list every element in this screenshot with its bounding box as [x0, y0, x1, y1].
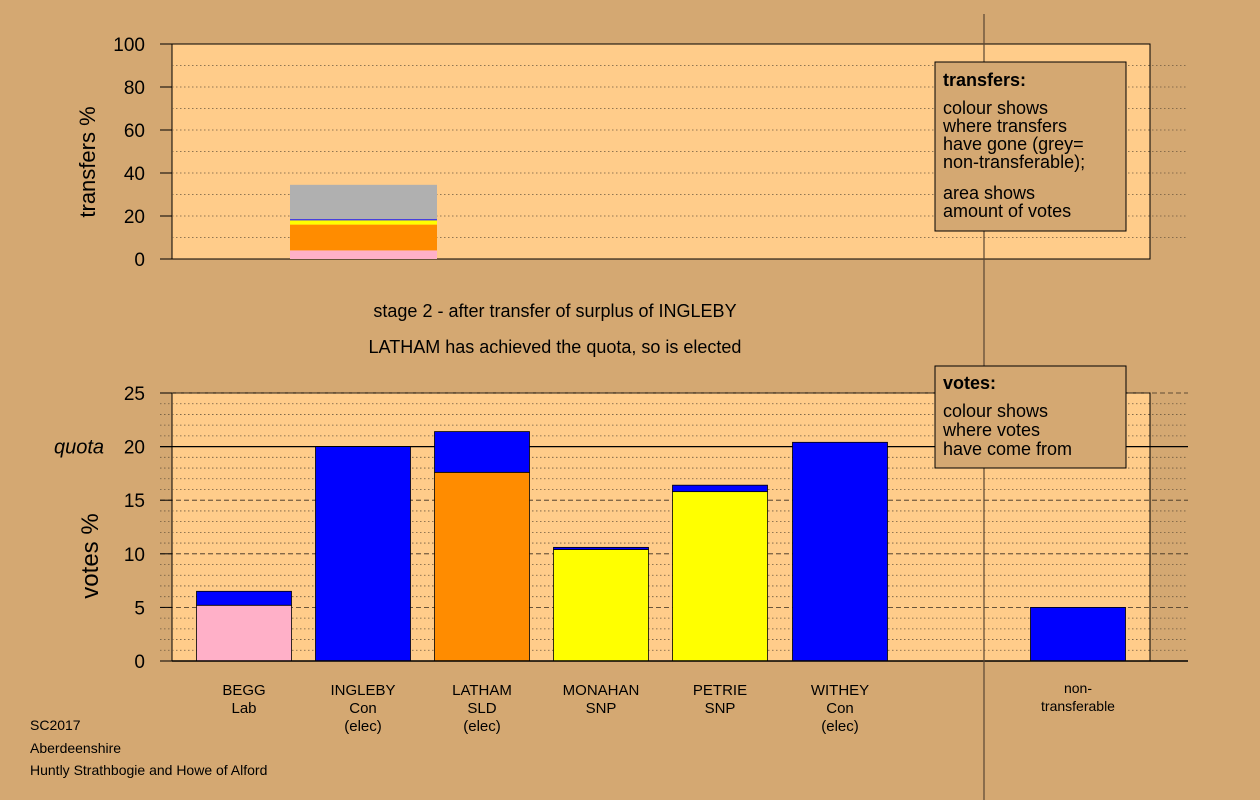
transfers-y-ticks: 0 20 40 60 80 100	[113, 35, 172, 271]
votes-tick-label: 0	[134, 652, 145, 673]
votes-y-ticks: 0 5 10 15 20 25	[124, 384, 172, 673]
candidate-label-line: MONAHAN	[563, 682, 640, 699]
transfers-note-box: transfers: colour shows where transfers …	[934, 61, 1127, 232]
candidate-label-line: INGLEBY	[330, 682, 395, 699]
stage-caption: stage 2 - after transfer of surplus of I…	[373, 301, 736, 321]
transfers-note-line: amount of votes	[943, 201, 1071, 221]
vote-bar-segment	[1030, 607, 1126, 662]
transfer-segment-sld	[290, 224, 437, 251]
transfers-note-line: area shows	[943, 183, 1035, 203]
candidate-label-line: Con	[826, 700, 854, 717]
transfers-tick-label: 40	[124, 164, 145, 185]
footer-council: Aberdeenshire	[30, 740, 121, 756]
candidate-label-line: BEGG	[222, 682, 265, 699]
votes-note-line: have come from	[943, 439, 1072, 459]
transfers-note-line: non-transferable);	[943, 152, 1085, 172]
votes-note-title: votes:	[943, 373, 996, 393]
quota-label: quota	[54, 437, 104, 459]
transfer-segment-lab	[290, 250, 437, 259]
candidate-label-line: (elec)	[344, 718, 382, 735]
vote-bar-segment	[196, 590, 292, 606]
transfer-segment-non-transferable	[290, 184, 437, 220]
footer-ward: Huntly Strathbogie and Howe of Alford	[30, 762, 267, 778]
vote-bar-segment	[434, 431, 530, 473]
votes-bars	[196, 431, 1126, 662]
transfers-tick-label: 80	[124, 78, 145, 99]
transfers-note-line: have gone (grey=	[943, 134, 1084, 154]
vote-bar-segment	[672, 491, 768, 662]
transfers-tick-label: 0	[134, 250, 145, 271]
transfers-note-line: colour shows	[943, 98, 1048, 118]
votes-y-axis-label: votes %	[77, 513, 104, 598]
candidate-label-line: non-	[1064, 680, 1092, 696]
votes-tick-label: 5	[134, 598, 145, 619]
candidate-label-line: transferable	[1041, 698, 1115, 714]
candidate-label-line: SNP	[705, 700, 736, 717]
transfers-tick-label: 20	[124, 207, 145, 228]
elected-caption: LATHAM has achieved the quota, so is ele…	[369, 337, 742, 357]
candidate-label-line: SLD	[467, 700, 496, 717]
transfer-segment-con	[290, 219, 437, 221]
vote-bar-segment	[315, 446, 411, 662]
vote-bar-segment	[553, 549, 649, 662]
votes-tick-label: 15	[124, 491, 145, 512]
transfers-note-line: where transfers	[942, 116, 1067, 136]
votes-note-line: colour shows	[943, 401, 1048, 421]
transfers-tick-label: 60	[124, 121, 145, 142]
votes-note-line: where votes	[942, 420, 1040, 440]
votes-tick-label: 20	[124, 438, 145, 459]
votes-note-box: votes: colour shows where votes have com…	[934, 365, 1127, 469]
candidate-label-line: PETRIE	[693, 682, 747, 699]
votes-note-frame	[934, 365, 1127, 469]
candidate-label-line: SNP	[586, 700, 617, 717]
candidate-label-line: (elec)	[463, 718, 501, 735]
vote-bar-segment	[792, 441, 888, 662]
vote-bar-segment	[553, 546, 649, 550]
vote-bar-segment	[672, 484, 768, 493]
transfers-note-title: transfers:	[943, 70, 1026, 90]
transfers-bars	[290, 184, 437, 259]
candidate-label-line: WITHEY	[811, 682, 869, 699]
vote-bar-segment	[434, 471, 530, 662]
votes-tick-label: 25	[124, 384, 145, 405]
transfers-tick-label: 100	[113, 35, 145, 56]
transfers-y-axis-label: transfers %	[75, 106, 100, 217]
candidate-labels: BEGGLabINGLEBYCon(elec)LATHAMSLD(elec)MO…	[222, 680, 1115, 735]
candidate-label-line: Con	[349, 700, 377, 717]
votes-tick-label: 10	[124, 545, 145, 566]
vote-bar-segment	[196, 604, 292, 662]
transfer-segment-snp	[290, 220, 437, 225]
transfers-note-frame	[934, 61, 1127, 232]
candidate-label-line: LATHAM	[452, 682, 512, 699]
footer-election: SC2017	[30, 717, 81, 733]
candidate-label-line: Lab	[231, 700, 256, 717]
candidate-label-line: (elec)	[821, 718, 859, 735]
